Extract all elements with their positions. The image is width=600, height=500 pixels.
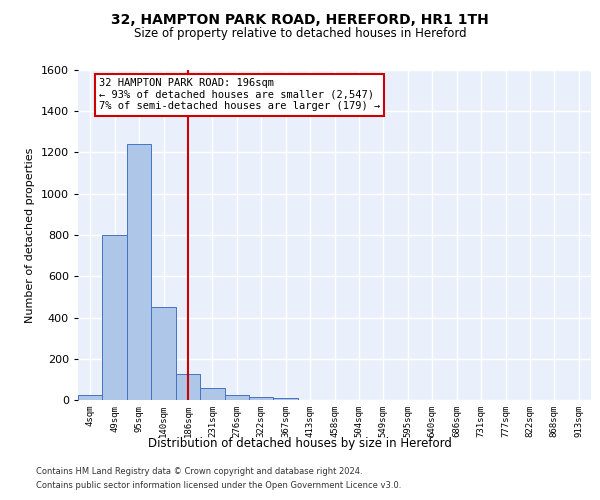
Bar — [103, 235, 127, 400]
Bar — [78, 395, 103, 400]
Text: Contains HM Land Registry data © Crown copyright and database right 2024.: Contains HM Land Registry data © Crown c… — [36, 468, 362, 476]
Text: 32, HAMPTON PARK ROAD, HEREFORD, HR1 1TH: 32, HAMPTON PARK ROAD, HEREFORD, HR1 1TH — [111, 12, 489, 26]
Text: 32 HAMPTON PARK ROAD: 196sqm
← 93% of detached houses are smaller (2,547)
7% of : 32 HAMPTON PARK ROAD: 196sqm ← 93% of de… — [99, 78, 380, 112]
Bar — [274, 398, 298, 400]
Bar — [249, 397, 274, 400]
Text: Size of property relative to detached houses in Hereford: Size of property relative to detached ho… — [134, 28, 466, 40]
Text: Contains public sector information licensed under the Open Government Licence v3: Contains public sector information licen… — [36, 481, 401, 490]
Y-axis label: Number of detached properties: Number of detached properties — [25, 148, 35, 322]
Bar — [127, 144, 151, 400]
Bar — [200, 388, 224, 400]
Bar — [176, 374, 200, 400]
Bar — [224, 395, 249, 400]
Text: Distribution of detached houses by size in Hereford: Distribution of detached houses by size … — [148, 438, 452, 450]
Bar — [151, 307, 176, 400]
